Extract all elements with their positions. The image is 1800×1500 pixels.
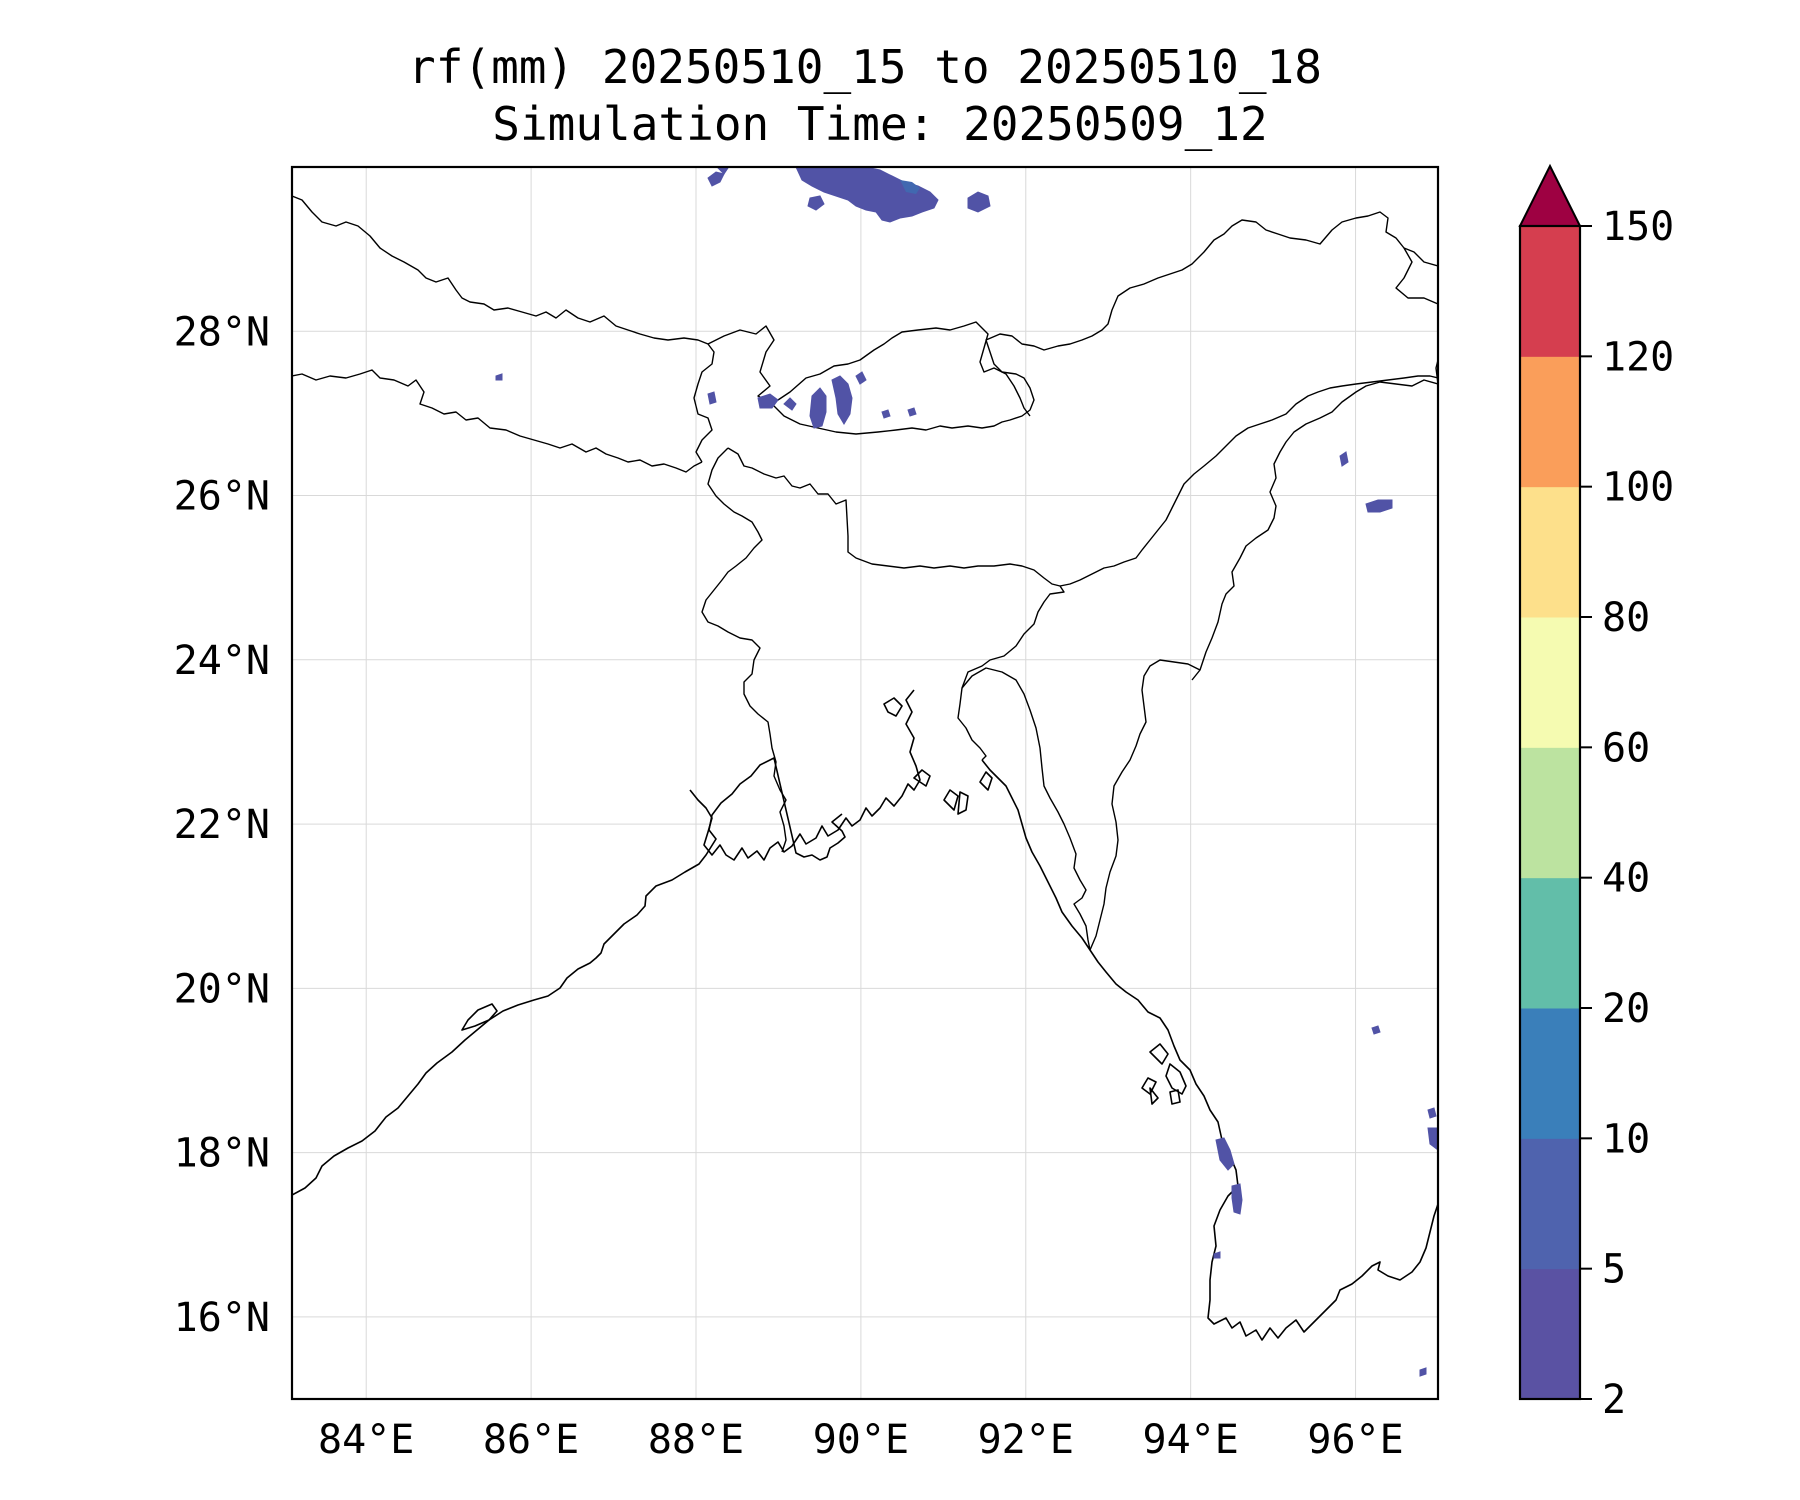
- colorbar: 2 5 10 20 40 60 80 100 120 150: [1518, 163, 1674, 1423]
- border-assam-meghalaya: [1059, 375, 1438, 587]
- border-sikkim: [693, 343, 715, 463]
- lon-tick-label: 96°E: [1307, 1417, 1403, 1463]
- colorbar-tick-label: 80: [1602, 595, 1650, 641]
- border-nepal-north: [292, 195, 709, 345]
- colorbar-tick-label: 60: [1602, 725, 1650, 771]
- colorbar-tick-label: 20: [1602, 986, 1650, 1032]
- rain-patch-myanmar-coast-2: [1231, 1183, 1243, 1215]
- rain-patch-tibet-main: [795, 167, 939, 223]
- lon-tick-label: 94°E: [1142, 1417, 1238, 1463]
- border-tripura-mizoram: [961, 667, 1091, 951]
- title-line-1: rf(mm) 20250510_15 to 20250510_18: [408, 40, 1322, 94]
- lon-tick-label: 86°E: [483, 1417, 579, 1463]
- rain-patch-small-3: [1213, 1251, 1221, 1259]
- rain-patch-nepal: [495, 373, 503, 381]
- rain-patch-bhutan-6: [707, 391, 717, 405]
- colorbar-tick-label: 40: [1602, 856, 1650, 902]
- colorbar-tick-label: 10: [1602, 1116, 1650, 1162]
- colorbar-segment: [1520, 356, 1580, 488]
- coastline-myanmar-islands: [1141, 1043, 1181, 1105]
- colorbar-segment: [1520, 1268, 1580, 1400]
- longitude-ticks: 84°E 86°E 88°E 90°E 92°E 94°E 96°E: [318, 1417, 1404, 1463]
- coastline-ramree: [1165, 1063, 1187, 1095]
- rain-patch-thailand-2: [1427, 1107, 1437, 1119]
- colorbar-segment: [1520, 1008, 1580, 1139]
- colorbar-segment: [1520, 747, 1580, 879]
- colorbar-extend-arrow: [1518, 163, 1582, 227]
- colorbar-segment: [1520, 226, 1580, 357]
- rainfall-contours: [495, 167, 1438, 1377]
- gridlines: [292, 167, 1438, 1399]
- lat-tick-label: 26°N: [174, 474, 270, 520]
- rain-patch-arunachal: [1339, 451, 1349, 467]
- colorbar-frame: [1518, 224, 1582, 1401]
- coastline-odisha-lagoon: [461, 1003, 498, 1031]
- lat-tick-label: 20°N: [174, 966, 270, 1012]
- lon-tick-label: 92°E: [978, 1417, 1074, 1463]
- lon-tick-label: 88°E: [648, 1417, 744, 1463]
- colorbar-segment: [1520, 617, 1580, 748]
- border-nepal-south: [292, 369, 703, 473]
- border-bhutan-inner: [771, 321, 1031, 417]
- rain-patch-bhutan-7: [881, 407, 917, 419]
- rain-patch-tibet-b: [967, 191, 991, 213]
- rain-patch-bhutan-2: [831, 375, 853, 425]
- lat-tick-label: 24°N: [174, 638, 270, 684]
- border-arunachal-east: [1191, 379, 1438, 681]
- lat-tick-label: 16°N: [174, 1295, 270, 1341]
- lon-tick-label: 90°E: [813, 1417, 909, 1463]
- colorbar-tick-label: 100: [1602, 465, 1674, 511]
- map-frame: [290, 165, 1440, 1401]
- colorbar-segment: [1520, 486, 1580, 618]
- rain-patch-bhutan-3: [757, 393, 779, 409]
- colorbar-segment: [1520, 1138, 1580, 1270]
- colorbar-segment: [1520, 877, 1580, 1009]
- colorbar-tick-label: 5: [1602, 1247, 1626, 1293]
- colorbar-tick-label: 120: [1602, 334, 1674, 380]
- coastline-meghna-islands: [883, 697, 993, 815]
- border-bhutan: [707, 211, 1438, 435]
- lat-tick-label: 22°N: [174, 802, 270, 848]
- rain-patch-arunachal-2: [1365, 499, 1393, 513]
- latitude-ticks: 16°N 18°N 20°N 22°N 24°N 26°N 28°N: [174, 309, 270, 1341]
- rain-patch-thailand: [1427, 1127, 1438, 1151]
- coastline-india-east: [292, 757, 846, 1196]
- rain-patch-myanmar-coast: [1215, 1137, 1235, 1171]
- rain-patch-bhutan-5: [855, 371, 867, 385]
- map-axes: 84°E 86°E 88°E 90°E 92°E 94°E 96°E 16°N 18°N 20°…: [174, 165, 1440, 1463]
- border-bangladesh-west: [701, 447, 787, 853]
- coastline-chittagong-myanmar: [981, 759, 1438, 1341]
- rain-patch-small-2: [1419, 1367, 1427, 1377]
- colorbar-tick-label: 2: [1602, 1377, 1626, 1423]
- rain-patch-tibet-dark: [900, 180, 920, 194]
- lat-tick-label: 18°N: [174, 1131, 270, 1177]
- colorbar-tick-label: 150: [1602, 204, 1674, 250]
- rain-patch-tibet-c: [707, 171, 725, 187]
- border-bangladesh: [727, 447, 1065, 761]
- lon-tick-label: 84°E: [318, 1417, 414, 1463]
- rain-patch-bhutan-1: [809, 387, 827, 429]
- rain-patch-tibet-a: [807, 195, 825, 211]
- title-line-2: Simulation Time: 20250509_12: [492, 97, 1267, 151]
- border-myanmar-west: [1089, 659, 1201, 951]
- rain-patch-small-1: [1371, 1025, 1381, 1035]
- coastlines-and-borders: [292, 195, 1438, 1341]
- coastline-sundarbans: [689, 689, 921, 861]
- rain-patch-bhutan-4: [783, 397, 797, 411]
- lat-tick-label: 28°N: [174, 309, 270, 355]
